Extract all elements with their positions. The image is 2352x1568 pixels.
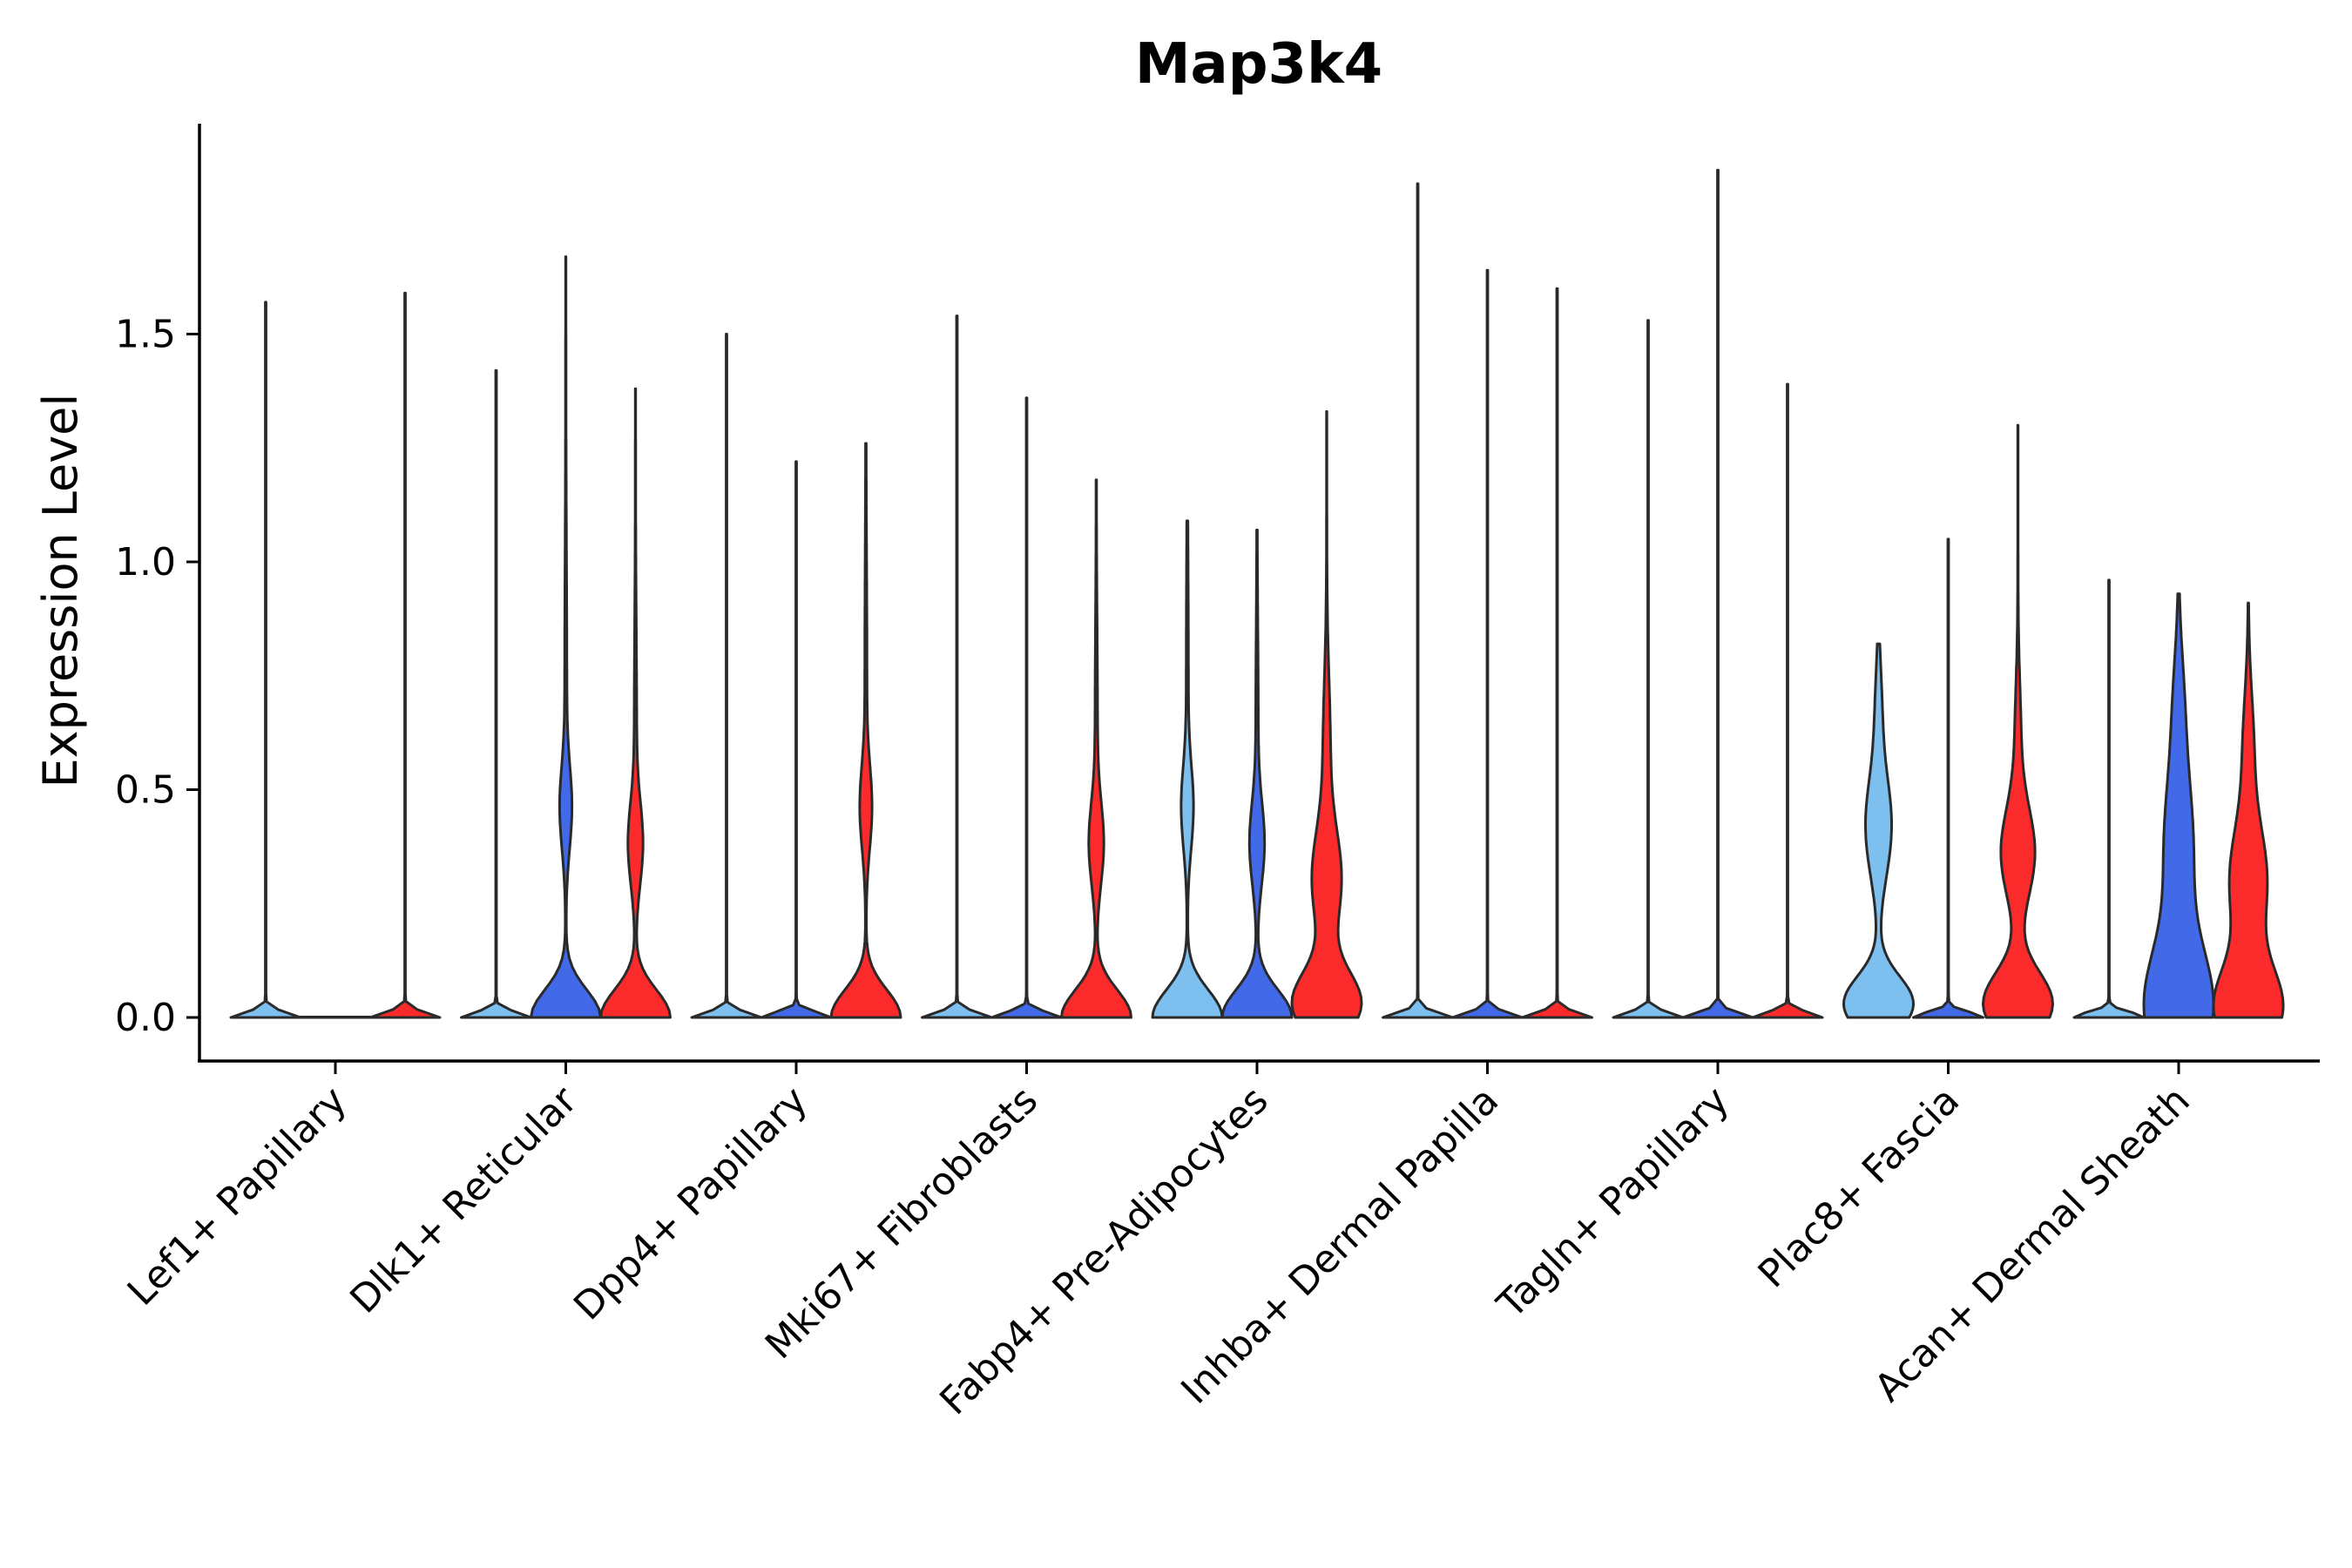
y-tick-label: 0.0	[115, 996, 176, 1040]
violin-blue	[1220, 528, 1294, 1019]
violin-blue	[299, 1016, 372, 1019]
y-axis-label: Expression Level	[33, 394, 88, 788]
y-tick-label: 0.5	[115, 768, 176, 813]
violin-blue	[1912, 537, 1984, 1019]
violin-blue	[1681, 168, 1754, 1019]
y-tick-label: 1.5	[115, 313, 176, 357]
violin-red	[829, 442, 902, 1019]
violin-red	[368, 291, 442, 1019]
violin-red	[1521, 287, 1593, 1019]
x-tick-label: Dpp4+ Papillary	[565, 1078, 816, 1329]
chart-title: Map3k4	[1135, 32, 1382, 97]
plot-area	[229, 168, 2285, 1019]
violin-red	[1751, 382, 1824, 1019]
violin-blue	[2142, 592, 2215, 1019]
violin-light-blue	[460, 368, 532, 1019]
violin-light-blue	[1382, 182, 1454, 1019]
violin-light-blue	[1612, 319, 1685, 1019]
violin-light-blue	[921, 314, 993, 1019]
violin-blue	[990, 396, 1063, 1019]
y-tick-label: 1.0	[115, 540, 176, 585]
x-tick-label: Dlk1+ Reticular	[341, 1078, 586, 1322]
x-tick-label: Lef1+ Papillary	[119, 1078, 355, 1315]
violin-blue	[1451, 268, 1524, 1019]
violin-light-blue	[229, 301, 302, 1019]
violin-light-blue	[2072, 578, 2146, 1019]
violin-red	[1290, 409, 1363, 1019]
x-tick-label: Plac8+ Fascia	[1750, 1078, 1969, 1297]
violin-red	[1060, 478, 1132, 1019]
y-ticks: 0.0 0.5 1.0 1.5	[115, 313, 199, 1040]
violin-red	[599, 387, 672, 1019]
x-tick-label: Tagln+ Papillary	[1489, 1078, 1738, 1328]
violin-light-blue	[1151, 519, 1224, 1019]
violin-red	[2212, 601, 2285, 1019]
violin-blue	[760, 460, 833, 1019]
violin-light-blue	[690, 333, 763, 1019]
violin-blue	[530, 255, 602, 1019]
violin-red	[1982, 423, 2054, 1019]
violin-light-blue	[1842, 642, 1915, 1019]
